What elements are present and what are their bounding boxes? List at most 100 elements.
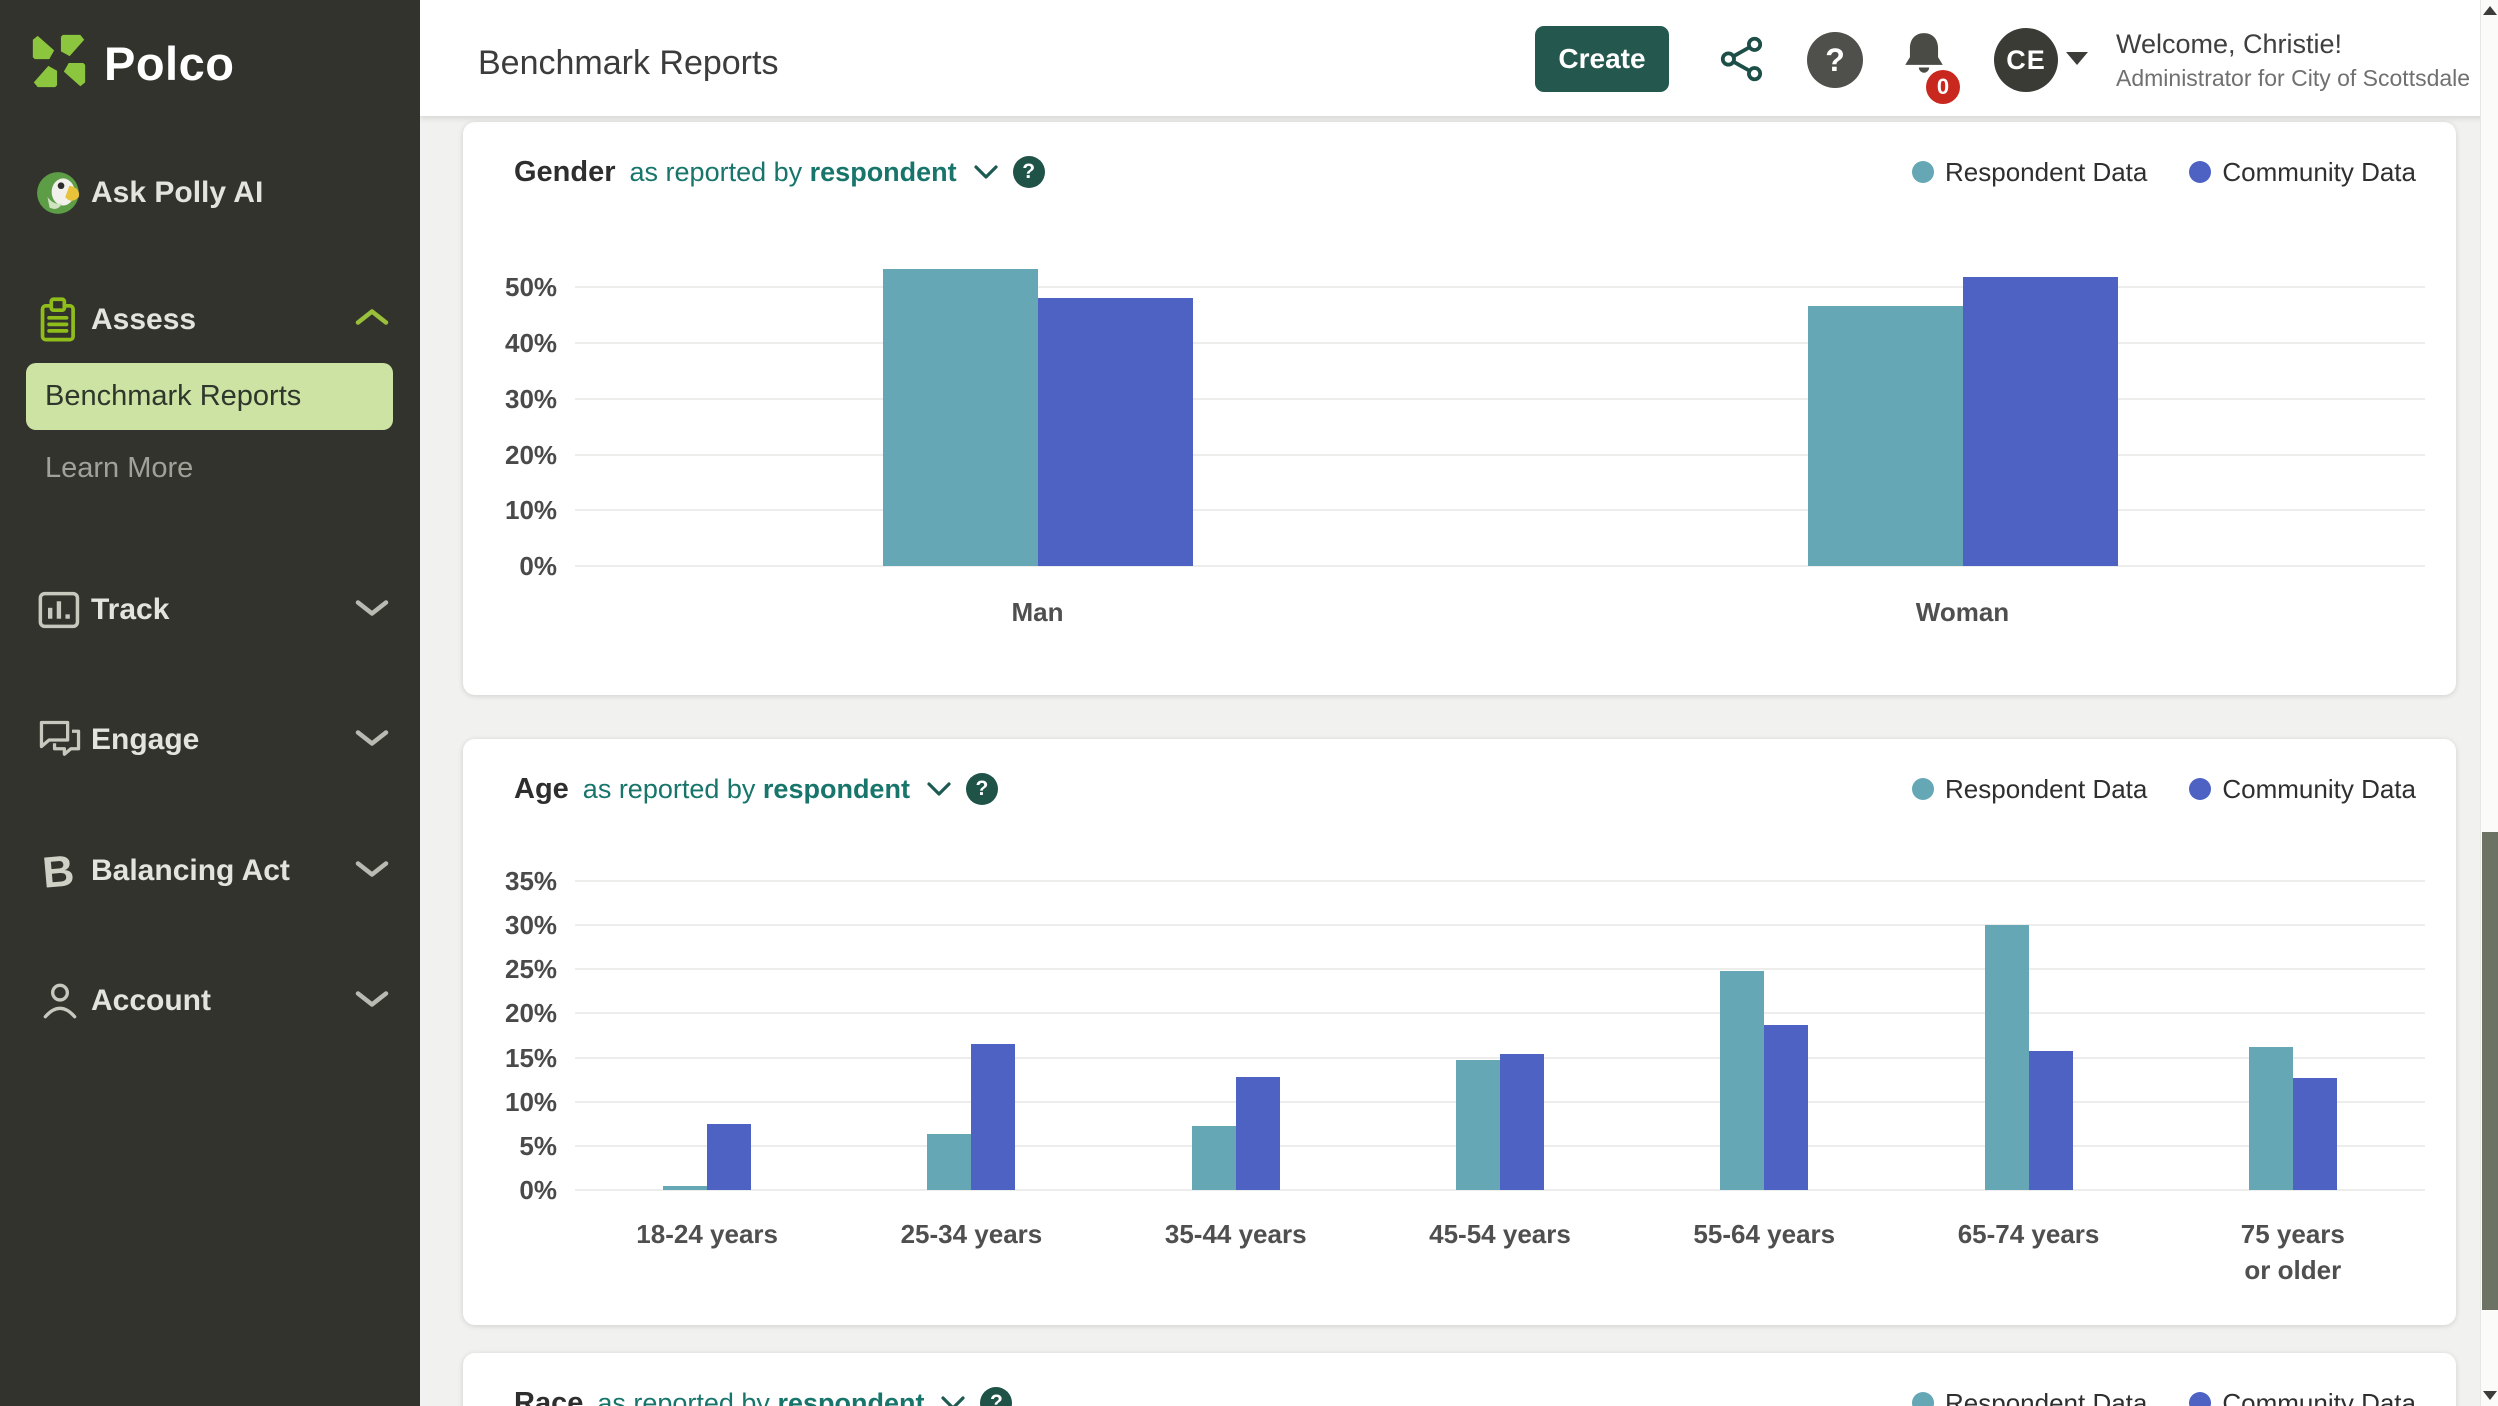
sidebar-item-label: Balancing Act	[91, 854, 290, 887]
chart-subtitle: as reported by respondent	[582, 773, 910, 804]
chevron-down-icon[interactable]	[926, 780, 952, 798]
sidebar-item-engage[interactable]: Engage	[0, 710, 420, 770]
chat-bubbles-icon	[34, 716, 86, 764]
sidebar-item-account[interactable]: Account	[0, 971, 420, 1031]
avatar[interactable]: CE	[1994, 28, 2058, 92]
bar-group	[1632, 971, 1896, 1190]
gridline	[575, 397, 2425, 400]
page-title: Benchmark Reports	[478, 44, 779, 82]
chevron-down-icon	[354, 988, 390, 1015]
help-icon[interactable]: ?	[1807, 32, 1863, 88]
help-icon[interactable]: ?	[980, 1387, 1013, 1406]
sidebar-item-label: Ask Polly AI	[91, 176, 264, 209]
y-axis-label: 40%	[505, 328, 558, 359]
bar-respondent	[927, 1134, 972, 1190]
sidebar-item-ask-polly[interactable]: Ask Polly AI	[0, 163, 420, 223]
legend-item-respondent[interactable]: Respondent Data	[1912, 774, 2147, 805]
y-axis-label: 35%	[505, 865, 558, 896]
y-axis-label: 15%	[505, 1042, 558, 1073]
chevron-down-icon[interactable]	[973, 163, 999, 181]
legend-item-respondent[interactable]: Respondent Data	[1912, 1388, 2147, 1406]
chart-subtitle: as reported by respondent	[597, 1388, 924, 1406]
svg-text:B: B	[41, 847, 77, 895]
vertical-scrollbar[interactable]	[2480, 0, 2498, 1406]
bar-community	[2292, 1077, 2337, 1190]
report-source-dropdown[interactable]: respondent	[809, 156, 957, 187]
chart-legend: Respondent Data Community Data	[1912, 774, 2416, 805]
scroll-up-arrow-icon[interactable]	[2482, 6, 2497, 15]
x-axis-label: 55-64 years	[1693, 1219, 1836, 1249]
y-axis-label: 5%	[519, 1130, 557, 1161]
bar-group	[1104, 1076, 1368, 1190]
y-axis-label: 0%	[519, 1175, 557, 1205]
chevron-up-icon	[354, 307, 390, 334]
y-axis-label: 0%	[519, 551, 557, 581]
sidebar-item-label: Track	[91, 593, 170, 626]
x-axis-label: 35-44 years	[1164, 1219, 1307, 1249]
bar-community	[1499, 1054, 1544, 1190]
bar-respondent	[882, 269, 1038, 566]
bar-group	[1500, 276, 2425, 566]
avatar-caret-down-icon[interactable]	[2066, 52, 2088, 65]
bar-respondent	[1191, 1126, 1236, 1190]
help-icon[interactable]: ?	[965, 773, 998, 805]
legend-item-community[interactable]: Community Data	[2189, 774, 2416, 805]
legend-item-respondent[interactable]: Respondent Data	[1912, 157, 2147, 188]
balancing-act-icon: B	[34, 847, 86, 895]
notification-badge: 0	[1926, 70, 1960, 104]
create-button[interactable]: Create	[1535, 26, 1669, 92]
polco-logo[interactable]: Polco	[28, 30, 234, 97]
scroll-down-arrow-icon[interactable]	[2482, 1391, 2497, 1400]
bar-group	[1896, 925, 2160, 1190]
x-axis-label: Man	[1011, 597, 1064, 627]
legend-item-community[interactable]: Community Data	[2189, 1388, 2416, 1406]
bar-community	[2028, 1050, 2073, 1190]
age-chart-plot: 0% 5% 10% 15% 20% 25% 30% 35%	[505, 858, 2425, 1205]
bar-community	[1037, 298, 1193, 566]
sidebar-item-label: Engage	[91, 723, 200, 756]
x-axis-label: 65-74 years	[1957, 1219, 2100, 1249]
person-icon	[34, 978, 86, 1024]
legend-dot-respondent	[1912, 161, 1934, 183]
gridline	[575, 1012, 2425, 1015]
report-source-dropdown[interactable]: respondent	[762, 773, 910, 804]
legend-dot-community	[2189, 778, 2212, 800]
user-role-text: Administrator for City of Scottsdale	[2116, 65, 2471, 91]
gridline	[575, 879, 2425, 882]
sidebar-item-learn-more[interactable]: Learn More	[45, 452, 194, 484]
help-icon[interactable]: ?	[1012, 156, 1045, 188]
x-axis-label: Woman	[1915, 597, 2010, 627]
scrollbar-thumb[interactable]	[2482, 832, 2498, 1310]
chart-title: Race	[514, 1386, 584, 1406]
sidebar-item-label: Benchmark Reports	[45, 380, 302, 412]
sidebar-item-benchmark-reports[interactable]: Benchmark Reports	[26, 363, 393, 430]
bar-groups	[575, 858, 2425, 1190]
bar-respondent	[1807, 305, 1963, 566]
gridline	[575, 286, 2425, 289]
bar-group	[1368, 1054, 1632, 1190]
share-icon[interactable]	[1719, 36, 1765, 87]
legend-dot-community	[2189, 1392, 2212, 1406]
chevron-down-icon	[354, 858, 390, 885]
y-axis-label: 30%	[505, 910, 558, 941]
sidebar-item-track[interactable]: Track	[0, 580, 420, 640]
x-axis-label: 25-34 years	[900, 1219, 1043, 1249]
chart-subtitle: as reported by respondent	[629, 156, 957, 187]
sidebar-item-balancing-act[interactable]: B Balancing Act	[0, 841, 420, 901]
legend-dot-respondent	[1912, 1392, 1934, 1406]
chevron-down-icon[interactable]	[940, 1394, 966, 1406]
notification-bell-icon[interactable]: 0	[1900, 30, 1960, 104]
bar-community	[1764, 1024, 1809, 1190]
legend-item-community[interactable]: Community Data	[2189, 157, 2416, 188]
age-chart-header: Age as reported by respondent ? Responde…	[514, 769, 2416, 809]
sidebar-item-assess[interactable]: Assess	[0, 290, 420, 350]
gridline	[575, 924, 2425, 927]
y-axis-label: 50%	[505, 272, 558, 303]
report-source-dropdown[interactable]: respondent	[777, 1387, 925, 1406]
bar-respondent	[2248, 1046, 2293, 1190]
chevron-down-icon	[354, 727, 390, 754]
gridline	[575, 1189, 2425, 1191]
bar-group	[575, 1123, 839, 1190]
bar-community	[707, 1123, 752, 1190]
